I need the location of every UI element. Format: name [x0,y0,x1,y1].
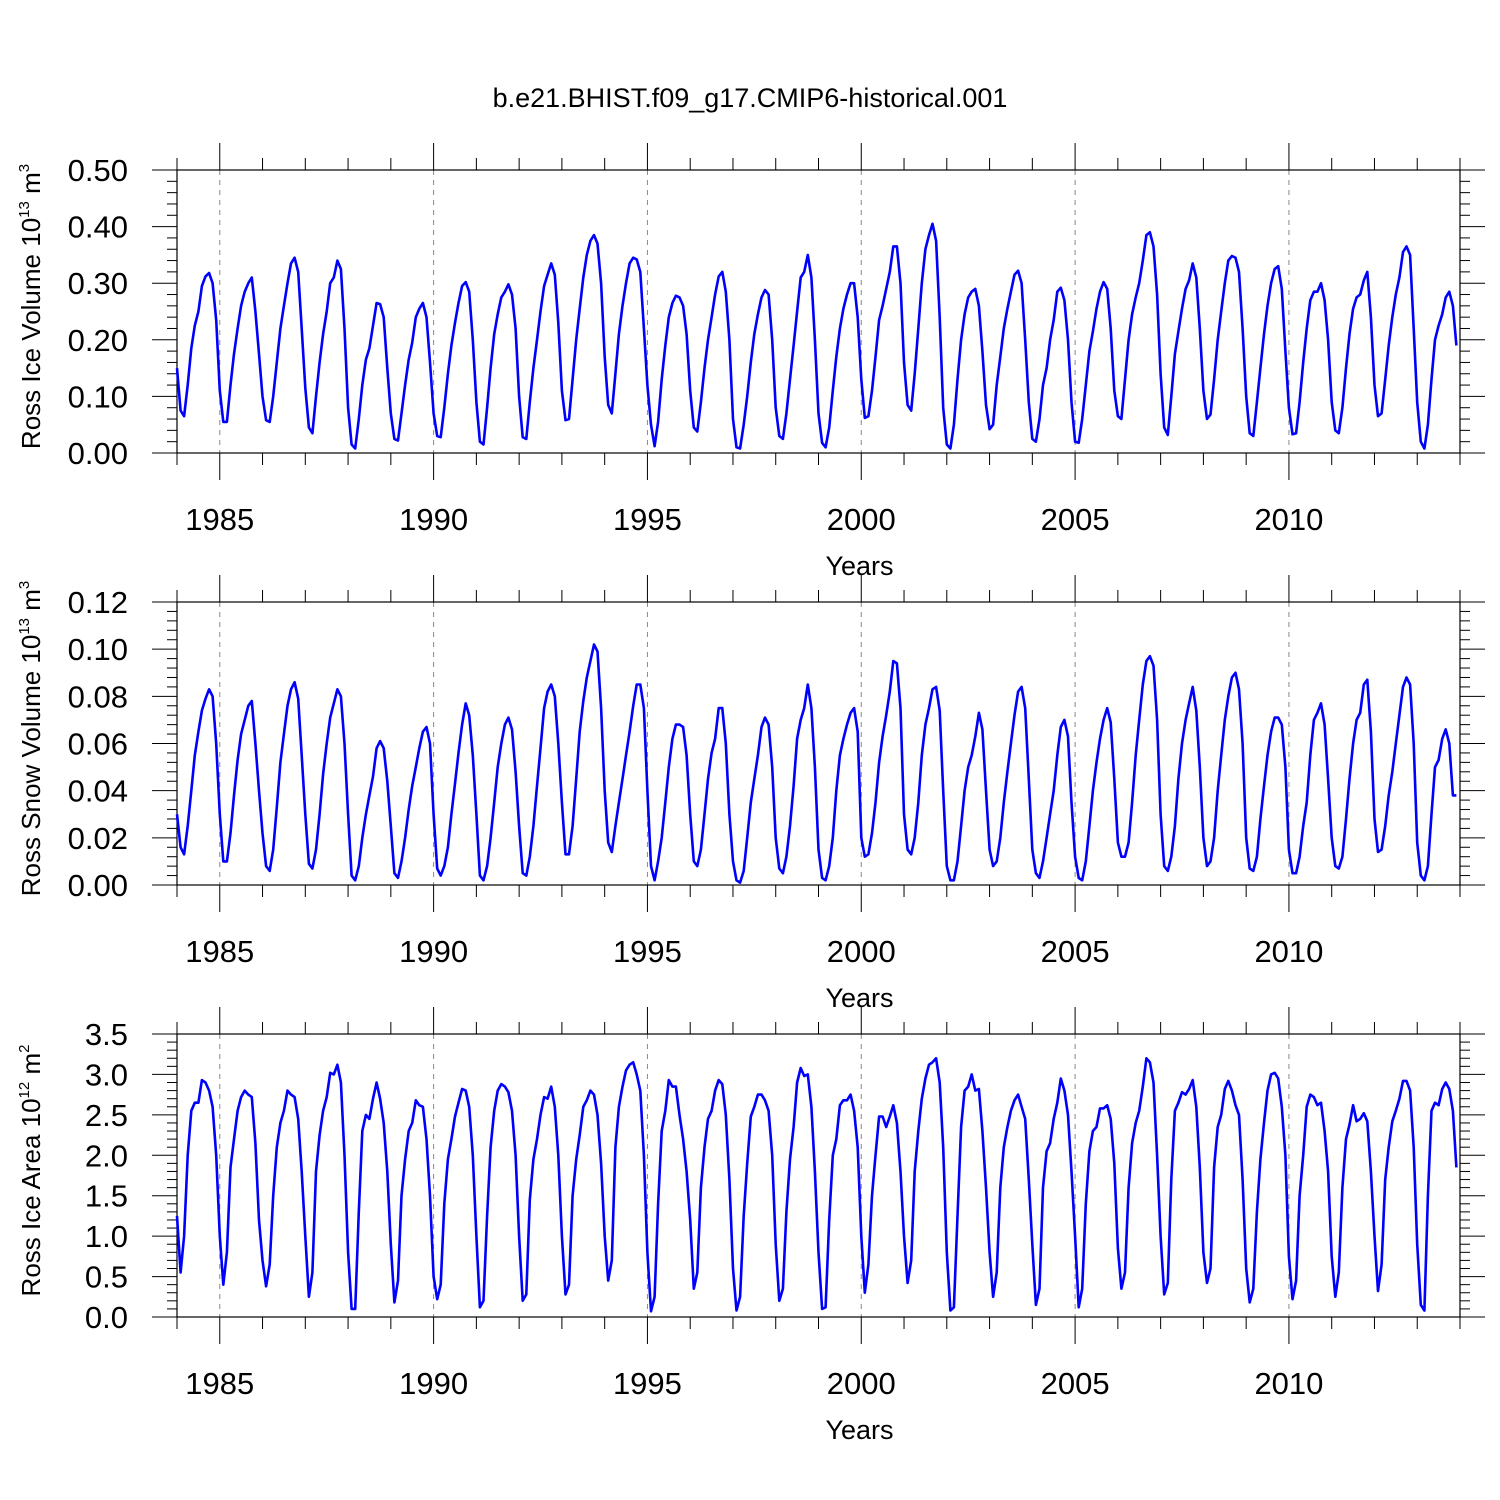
x-tick-label: 2005 [1041,502,1110,537]
y-tick-label: 0.10 [68,379,128,414]
x-tick-label: 1990 [399,934,468,969]
y-axis-label-main: Ross Ice Volume 10 [16,218,46,449]
y-axis-label-exponent: 13 [16,201,33,218]
series-line [175,1057,1458,1313]
x-tick-label: 2010 [1254,502,1323,537]
y-axis-label-unit-exponent: 3 [16,164,33,172]
ice-volume-panel: Ross Ice Volume 1013 m3 Years 0.00 0.10 0.… [16,143,1485,581]
x-tick-label: 2000 [827,934,896,969]
y-tick-label: 0.06 [68,727,128,762]
x-axis-label: Years [825,983,893,1013]
y-axis-label-unit: m [16,1053,46,1082]
x-tick-label: 1995 [613,1366,682,1401]
x-tick-label: 2010 [1254,934,1323,969]
y-tick-label: 1.5 [85,1179,128,1214]
y-tick-label: 0.12 [68,585,128,620]
x-tick-label: 2005 [1041,1366,1110,1401]
x-tick-label: 1995 [613,934,682,969]
y-tick-label: 0.04 [68,774,128,809]
y-tick-label: 2.5 [85,1098,128,1133]
y-axis-label-exponent: 12 [16,1082,33,1099]
svg-text:Ross Snow Volume 1013 m3: Ross Snow Volume 1013 m3 [16,581,46,897]
y-tick-label: 3.5 [85,1017,128,1052]
plot-frame [176,169,1461,454]
y-tick-label: 0.00 [68,436,128,471]
y-axis-label-exponent: 13 [16,618,33,635]
x-tick-label: 2005 [1041,934,1110,969]
y-tick-label: 0.50 [68,153,128,188]
x-tick-label: 1990 [399,1366,468,1401]
x-tick-label: 1995 [613,502,682,537]
y-tick-label: 0.5 [85,1260,128,1295]
y-axis-label-unit: m [16,172,46,201]
y-tick-label: 0.02 [68,821,128,856]
y-tick-label: 2.0 [85,1138,128,1173]
series-line [175,222,1458,450]
y-axis-label: Ross Snow Volume 1013 m3 [16,581,46,897]
y-axis-label-unit-exponent: 2 [16,1045,33,1053]
y-axis-label: Ross Ice Volume 1013 m3 [16,164,46,449]
y-axis-label-unit: m [16,589,46,618]
x-axis-label: Years [825,551,893,581]
x-tick-label: 1985 [185,1366,254,1401]
x-tick-label: 1990 [399,502,468,537]
x-tick-label: 2000 [827,502,896,537]
y-axis-label: Ross Ice Area 1012 m2 [16,1045,46,1297]
y-tick-label: 0.0 [85,1300,128,1335]
x-tick-label: 1985 [185,502,254,537]
svg-text:Ross Ice Volume 1013 m3: Ross Ice Volume 1013 m3 [16,164,46,449]
x-tick-label: 2000 [827,1366,896,1401]
snow-volume-panel: Ross Snow Volume 1013 m3 Years 0.00 0.02 0… [16,575,1485,1013]
y-axis-label-main: Ross Ice Area 10 [16,1098,46,1296]
plot-frame [176,601,1461,886]
chart-title: b.e21.BHIST.f09_g17.CMIP6-historical.001 [493,83,1008,113]
y-tick-label: 1.0 [85,1219,128,1254]
y-tick-label: 0.08 [68,679,128,714]
y-tick-label: 0.30 [68,266,128,301]
y-tick-label: 0.10 [68,632,128,667]
y-tick-label: 0.40 [68,210,128,245]
plot-frame [176,1033,1461,1318]
y-axis-label-main: Ross Snow Volume 10 [16,635,46,897]
y-axis-label-unit-exponent: 3 [16,581,33,589]
series-line [175,643,1457,884]
y-tick-label: 3.0 [85,1057,128,1092]
x-tick-label: 2010 [1254,1366,1323,1401]
y-tick-label: 0.20 [68,323,128,358]
x-axis-label: Years [825,1415,893,1445]
x-tick-label: 1985 [185,934,254,969]
ice-area-panel: Ross Ice Area 1012 m2 Years 0.0 0.5 1.0 1.5… [16,1007,1485,1445]
y-tick-label: 0.00 [68,868,128,903]
svg-text:Ross Ice Area 1012 m2: Ross Ice Area 1012 m2 [16,1045,46,1297]
